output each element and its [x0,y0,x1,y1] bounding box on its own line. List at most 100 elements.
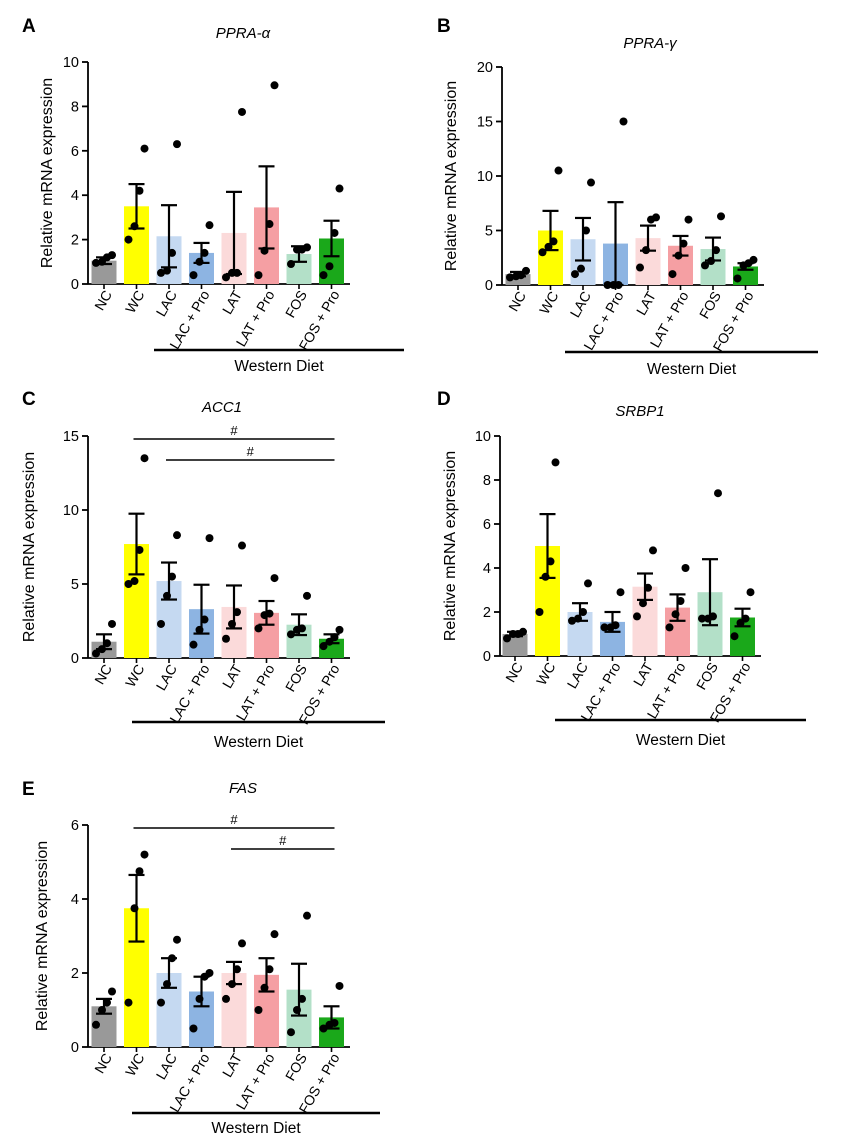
data-point-lac-plus-pro [200,615,209,624]
data-point-fos-plus-pro [733,274,742,283]
data-point-nc [103,639,111,648]
data-point-wc [549,237,558,246]
data-point-fos-plus-pro [741,614,750,623]
data-point-lac [168,954,176,963]
data-point-lat-plus-pro [270,574,279,583]
panel-letter-e: E [22,779,35,800]
data-point-wc [538,248,547,257]
data-point-lac [579,608,587,616]
x-tick-label-nc: NC [91,1051,115,1077]
y-tick-label: 0 [71,651,79,667]
y-tick-label: 0 [71,1040,79,1056]
data-point-lat [233,268,241,277]
data-point-lat [238,107,246,116]
data-point-fos [714,489,722,498]
data-point-wc [124,235,133,244]
data-point-lat [649,546,657,555]
y-tick-label: 4 [483,561,491,577]
data-point-wc [140,144,149,153]
y-tick-label: 10 [63,55,79,71]
data-point-fos [287,1028,295,1037]
data-point-lat [642,246,650,255]
x-tick-label-fos: FOS [693,660,721,693]
data-point-nc [503,634,511,643]
data-point-fos [303,911,311,920]
y-tick-label: 0 [71,277,79,293]
group-label: Western Diet [647,361,737,378]
data-point-lac [574,614,582,623]
data-point-lac-plus-pro [195,994,204,1003]
panel-letter-c: C [22,389,36,410]
x-tick-label-lac: LAC [153,1051,180,1083]
data-point-fos [303,591,311,600]
x-tick-label-lac: LAC [153,288,180,320]
x-tick-label-fos: FOS [282,1051,310,1084]
data-point-wc [541,572,550,581]
y-tick-label: 5 [485,224,493,240]
significance-mark: # [279,833,287,848]
y-axis-label: Relative mRNA expression [442,451,459,641]
data-point-fos-plus-pro [730,632,739,641]
data-point-wc [140,454,149,463]
y-tick-label: 4 [71,188,79,204]
data-point-wc [551,458,560,467]
data-point-wc [130,222,139,231]
y-tick-label: 0 [483,649,491,665]
data-point-fos [701,261,709,270]
data-point-lat-plus-pro [254,271,263,280]
data-point-fos-plus-pro [335,981,344,990]
data-point-lat-plus-pro [270,930,279,939]
group-label: Western Diet [211,1120,301,1137]
x-tick-label-wc: WC [122,288,148,316]
y-axis-label: Relative mRNA expression [34,841,51,1031]
x-tick-label-lat: LAT [219,1050,245,1080]
data-point-nc [92,258,100,267]
data-point-fos-plus-pro [319,642,328,651]
data-point-fos [298,624,306,633]
data-point-lat-plus-pro [260,983,269,992]
data-point-fos [287,260,295,269]
group-label: Western Diet [214,734,304,751]
chart-title: ACC1 [201,399,242,416]
x-tick-label-wc: WC [536,289,562,317]
data-point-fos [707,257,715,266]
y-axis-label: Relative mRNA expression [21,452,38,642]
data-point-fos-plus-pro [335,625,344,634]
data-point-wc [535,608,544,616]
y-tick-label: 6 [71,144,79,160]
chart-title: SRBP1 [615,403,664,420]
data-point-lac [587,178,595,187]
data-point-nc [98,1006,106,1014]
data-point-lat [238,939,246,948]
data-point-lat-plus-pro [665,623,674,632]
data-point-lac [168,572,176,581]
data-point-lac [584,579,592,588]
data-point-lat [652,213,660,222]
x-tick-label-fos: FOS [282,662,310,695]
data-point-fos [298,994,306,1003]
group-label: Western Diet [234,358,324,375]
data-point-fos [698,614,706,623]
x-tick-label-wc: WC [122,662,148,690]
data-point-lat-plus-pro [668,270,677,279]
y-tick-label: 8 [71,99,79,115]
data-point-lac-plus-pro [616,588,625,597]
data-point-wc [546,557,555,566]
y-axis-label: Relative mRNA expression [39,78,56,268]
data-point-lac [163,591,171,600]
data-point-lat [233,608,241,617]
data-point-nc [98,645,106,654]
data-point-lat-plus-pro [684,215,693,224]
data-point-lat-plus-pro [254,1006,263,1014]
group-label: Western Diet [636,732,726,749]
data-point-lac [157,998,165,1007]
data-point-wc [124,998,133,1007]
data-point-lat-plus-pro [671,610,680,619]
x-tick-label-wc: WC [122,1051,148,1079]
data-point-lac [157,619,165,628]
data-point-fos-plus-pro [319,271,328,280]
data-point-lac-plus-pro [195,625,204,634]
data-point-wc [135,186,144,195]
data-point-lat-plus-pro [260,246,269,255]
